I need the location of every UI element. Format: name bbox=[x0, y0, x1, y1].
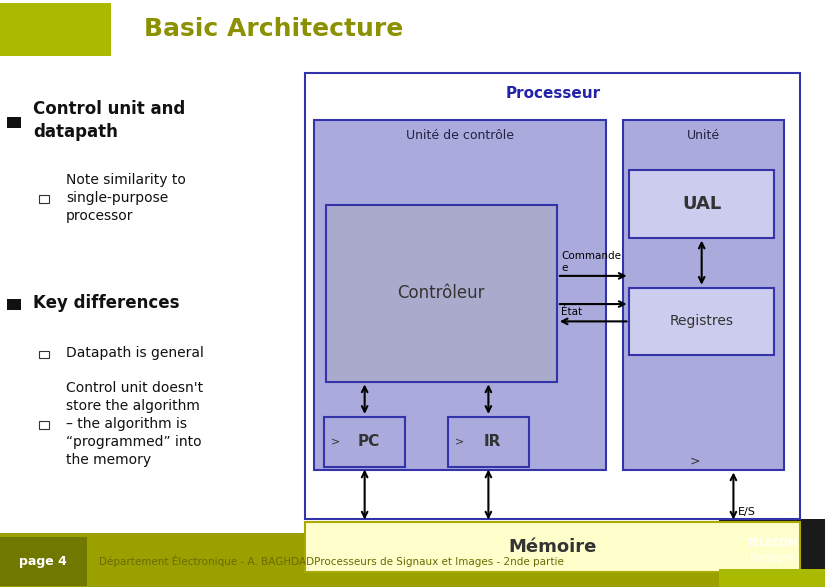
Bar bbox=[7, 299, 21, 310]
Bar bbox=[7, 117, 21, 128]
FancyBboxPatch shape bbox=[0, 3, 111, 56]
Text: Datapath is general: Datapath is general bbox=[66, 346, 204, 360]
FancyBboxPatch shape bbox=[629, 170, 774, 238]
FancyBboxPatch shape bbox=[305, 522, 800, 572]
Text: >: > bbox=[690, 454, 700, 467]
FancyBboxPatch shape bbox=[623, 120, 784, 470]
Text: >: > bbox=[455, 437, 464, 447]
FancyBboxPatch shape bbox=[719, 519, 825, 587]
FancyBboxPatch shape bbox=[448, 417, 529, 467]
Bar bbox=[39, 195, 49, 203]
Bar bbox=[39, 351, 49, 358]
Text: Contrôleur: Contrôleur bbox=[398, 285, 485, 302]
FancyBboxPatch shape bbox=[0, 533, 825, 587]
Text: E/S: E/S bbox=[738, 507, 756, 517]
Text: PC: PC bbox=[358, 434, 380, 449]
FancyBboxPatch shape bbox=[324, 417, 405, 467]
Text: Note similarity to
single-purpose
processor: Note similarity to single-purpose proces… bbox=[66, 173, 186, 222]
FancyBboxPatch shape bbox=[0, 537, 87, 586]
FancyBboxPatch shape bbox=[305, 73, 800, 519]
Text: Basic Architecture: Basic Architecture bbox=[144, 18, 403, 41]
Text: Processeur: Processeur bbox=[505, 86, 601, 102]
Text: IR: IR bbox=[483, 434, 502, 449]
Text: Unité de contrôle: Unité de contrôle bbox=[406, 129, 514, 142]
Text: TELECOM: TELECOM bbox=[747, 538, 798, 548]
Text: Mémoire: Mémoire bbox=[508, 538, 597, 556]
Text: Control unit and
datapath: Control unit and datapath bbox=[33, 100, 186, 141]
Text: Key differences: Key differences bbox=[33, 294, 180, 312]
Text: Registres: Registres bbox=[670, 315, 733, 328]
Text: >: > bbox=[331, 437, 340, 447]
Text: UAL: UAL bbox=[682, 195, 721, 213]
Bar bbox=[39, 421, 49, 429]
FancyBboxPatch shape bbox=[314, 120, 606, 470]
FancyBboxPatch shape bbox=[326, 205, 557, 382]
FancyBboxPatch shape bbox=[719, 569, 825, 587]
Text: État: État bbox=[561, 307, 582, 317]
Text: page 4: page 4 bbox=[19, 555, 67, 568]
Text: Commande
e: Commande e bbox=[561, 251, 621, 273]
Text: Control unit doesn't
store the algorithm
– the algorithm is
“programmed” into
th: Control unit doesn't store the algorithm… bbox=[66, 381, 203, 467]
Text: Unité: Unité bbox=[686, 129, 720, 142]
Text: Département Électronique - A. BAGHDADProcesseurs de Signaux et Images - 2nde par: Département Électronique - A. BAGHDADPro… bbox=[99, 555, 563, 567]
Text: Bretagne: Bretagne bbox=[750, 552, 794, 563]
FancyBboxPatch shape bbox=[629, 288, 774, 355]
